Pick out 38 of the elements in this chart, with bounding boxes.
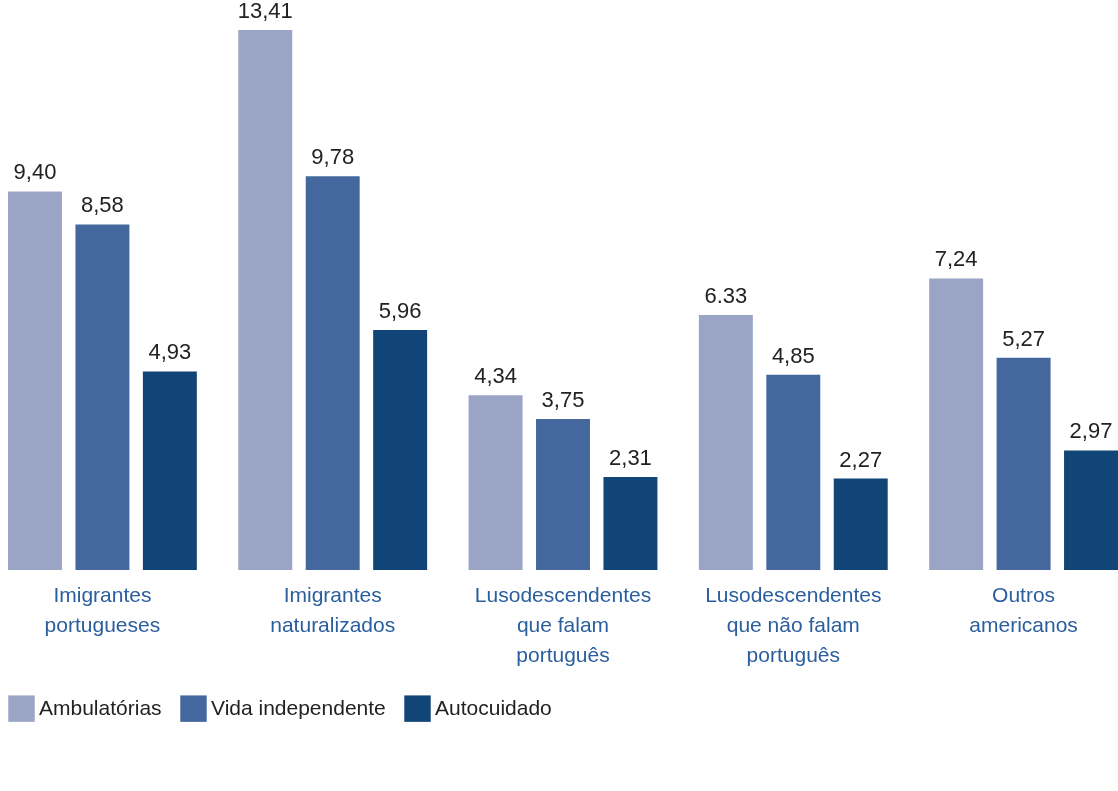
data-label: 2,31 <box>609 444 652 470</box>
data-label: 4,93 <box>148 339 192 365</box>
bar <box>1064 450 1118 570</box>
x-tick-label: Lusodescendentes que falam português <box>474 582 652 666</box>
bar <box>75 224 130 570</box>
data-label: 4,85 <box>771 342 815 368</box>
data-label: 7,24 <box>934 246 978 272</box>
bar <box>766 374 821 570</box>
bar <box>929 278 984 570</box>
data-label: 8,58 <box>81 192 124 218</box>
bar <box>142 371 197 570</box>
x-tick-label: Outros americanos <box>969 582 1078 636</box>
bar <box>996 357 1051 570</box>
data-label: 5,27 <box>1002 325 1045 351</box>
data-label: 3,75 <box>541 386 585 412</box>
data-label: 13,41 <box>237 0 293 23</box>
data-label: 4,34 <box>474 363 517 389</box>
x-tick-label: Imigrantes naturalizados <box>270 582 396 636</box>
data-label: 5,96 <box>378 298 422 323</box>
data-label: 2,27 <box>839 446 883 472</box>
data-label: 9,40 <box>13 159 57 185</box>
bar <box>536 418 590 570</box>
bar <box>603 476 658 570</box>
bar <box>8 191 62 570</box>
data-label: 2,97 <box>1069 418 1113 444</box>
bar <box>238 30 293 570</box>
x-tick-label: Lusodescendentes que não falam português <box>705 582 882 666</box>
legend-label: Ambulatórias <box>39 695 162 719</box>
bar <box>468 395 523 570</box>
bar <box>373 330 428 570</box>
bar <box>305 176 360 570</box>
bar <box>833 478 888 570</box>
bar <box>698 315 753 570</box>
data-label: 9,78 <box>311 144 355 170</box>
legend-label: Autocuidado <box>435 695 552 719</box>
data-label: 6.33 <box>704 283 748 309</box>
legend-label: Vida independente <box>211 695 386 719</box>
x-tick-label: Imigrantes portugueses <box>44 582 161 636</box>
